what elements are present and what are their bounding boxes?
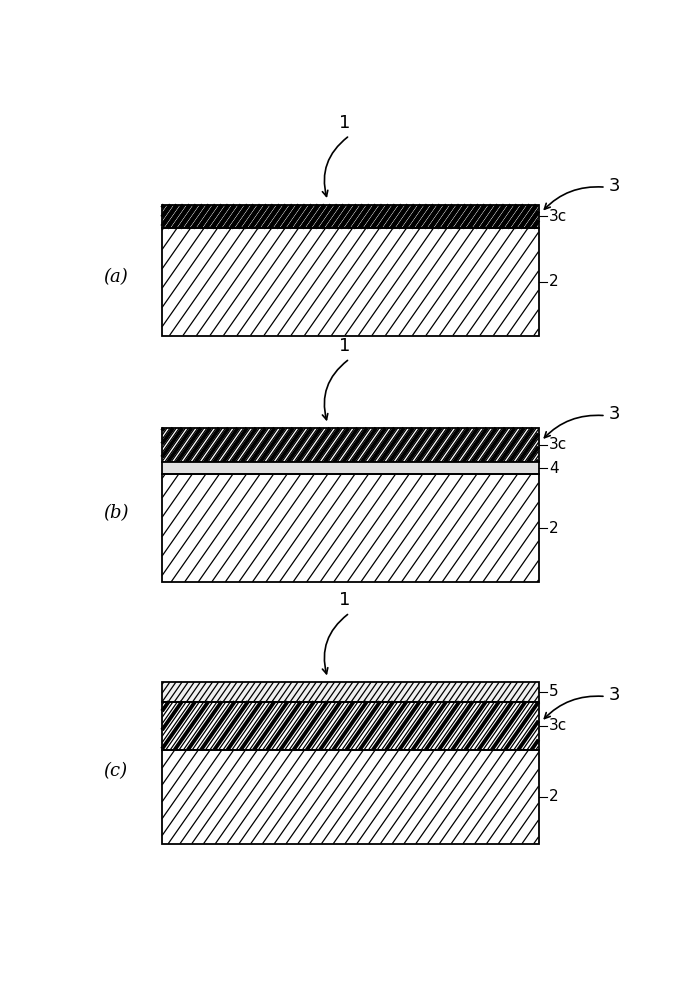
- Text: 5: 5: [549, 684, 559, 699]
- Bar: [162, 428, 539, 462]
- Bar: [162, 750, 539, 844]
- Bar: [162, 702, 539, 750]
- Text: 3c: 3c: [549, 209, 568, 224]
- Text: 2: 2: [549, 789, 559, 804]
- Text: (c): (c): [103, 762, 127, 780]
- Bar: [162, 428, 539, 462]
- Text: 3: 3: [609, 686, 620, 704]
- Bar: [162, 682, 539, 702]
- Bar: [162, 702, 539, 750]
- Bar: [162, 750, 539, 844]
- Text: 3c: 3c: [549, 437, 568, 452]
- Text: 4: 4: [549, 461, 559, 476]
- Text: 3: 3: [609, 405, 620, 423]
- Text: 1: 1: [339, 337, 350, 355]
- Text: 1: 1: [339, 114, 350, 132]
- Bar: [162, 228, 539, 336]
- Bar: [162, 702, 539, 750]
- Bar: [162, 474, 539, 582]
- Bar: [162, 474, 539, 582]
- Text: (b): (b): [103, 504, 128, 522]
- Bar: [162, 205, 539, 228]
- Text: 3c: 3c: [549, 718, 568, 733]
- Text: 1: 1: [339, 591, 350, 609]
- Bar: [162, 228, 539, 336]
- Bar: [162, 428, 539, 462]
- Bar: [162, 462, 539, 474]
- Text: 3: 3: [609, 177, 620, 195]
- Text: 2: 2: [549, 521, 559, 536]
- Text: 2: 2: [549, 274, 559, 289]
- Bar: [162, 228, 539, 336]
- Bar: [162, 750, 539, 844]
- Bar: [162, 205, 539, 228]
- Text: (a): (a): [103, 268, 128, 286]
- Bar: [162, 474, 539, 582]
- Bar: [162, 682, 539, 702]
- Bar: [162, 682, 539, 702]
- Bar: [162, 205, 539, 228]
